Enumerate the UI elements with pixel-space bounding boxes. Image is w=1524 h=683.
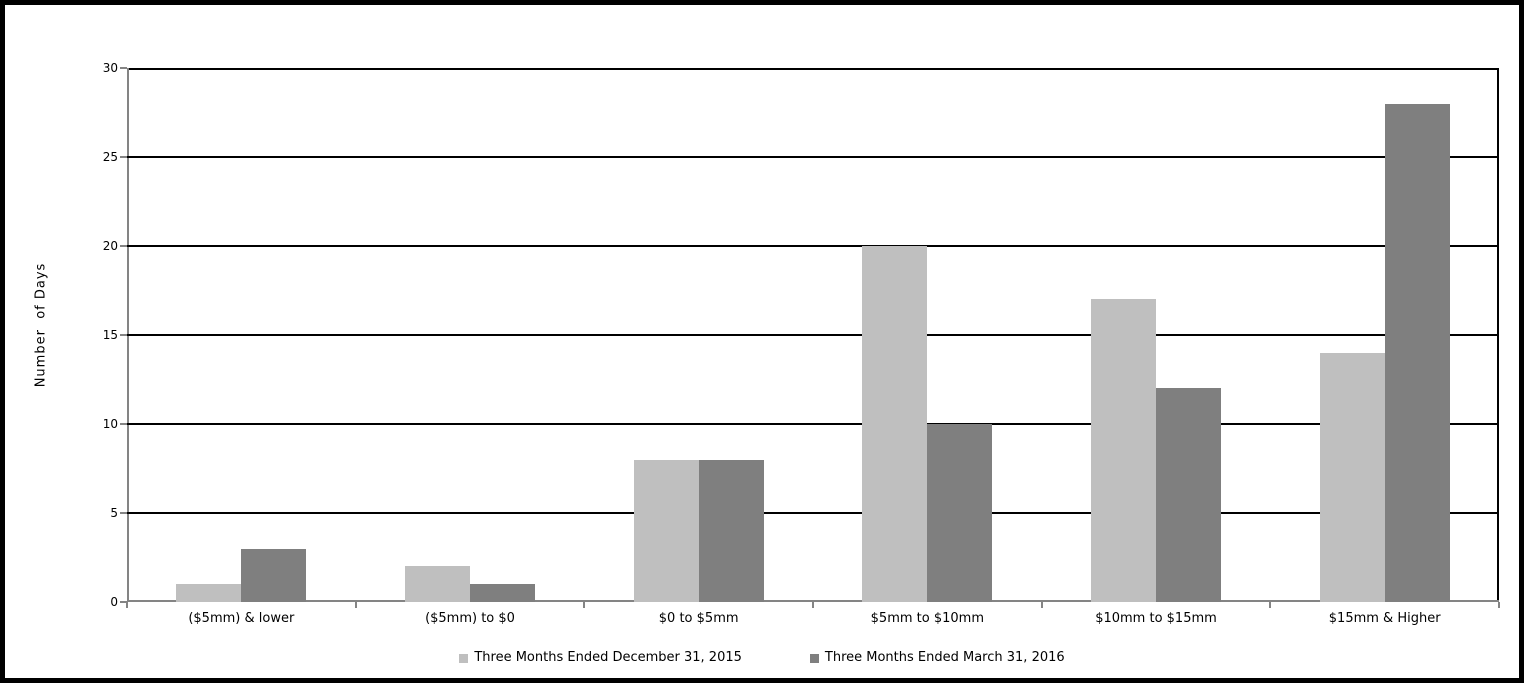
category-label: $15mm & Higher [1328,611,1441,626]
bar-series-1-cat-6 [1319,352,1385,602]
y-tick-label: 0 [110,595,118,609]
y-axis-tick [120,156,127,158]
legend-swatch-icon [459,653,469,663]
y-axis-tick [120,423,127,425]
bar-series-2-cat-1 [241,548,307,602]
y-tick-label: 10 [102,417,118,431]
x-axis-tick [1498,602,1500,608]
legend-swatch-icon [809,653,819,663]
gridline [127,156,1499,158]
y-axis-tick [120,67,127,69]
y-axis-title: Number of Days [33,262,49,388]
legend-label: Three Months Ended March 31, 2016 [824,650,1065,665]
plot-area [127,68,1499,602]
category-label: $0 to $5mm [658,611,739,626]
category-label: ($5mm) & lower [188,611,295,626]
x-axis-tick [1269,602,1272,608]
category-label: $10mm to $15mm [1095,611,1217,626]
bar-series-2-cat-4 [927,424,993,602]
x-axis-tick [354,602,357,608]
y-axis-tick [120,334,127,336]
legend-item-1: Three Months Ended December 31, 2015 [459,650,742,666]
category-label: $5mm to $10mm [870,611,984,626]
bar-series-1-cat-3 [633,459,699,602]
y-tick-label: 15 [102,328,118,342]
y-axis-tick [120,601,127,603]
legend-item-2: Three Months Ended March 31, 2016 [809,650,1065,666]
y-tick-label: 25 [102,150,118,164]
x-axis-tick [126,602,128,608]
y-axis-tick [120,512,127,514]
category-label: ($5mm) to $0 [425,611,515,626]
bar-series-2-cat-2 [470,584,535,602]
gridline [127,512,1499,514]
bar-series-2-cat-5 [1156,388,1221,602]
x-axis-line [127,600,1499,602]
bar-series-1-cat-4 [862,246,928,602]
legend-label: Three Months Ended December 31, 2015 [474,650,742,665]
y-axis-tick [120,245,127,247]
x-axis-tick [812,602,814,608]
y-tick-label: 20 [102,239,118,253]
plot-top-border [127,68,1499,70]
bar-series-2-cat-3 [698,459,764,602]
y-tick-label: 30 [102,61,118,75]
x-axis-tick [1040,602,1043,608]
gridline [127,423,1499,425]
gridline [127,334,1499,336]
bar-series-1-cat-1 [176,584,242,602]
legend: Three Months Ended December 31, 2015 Thre… [5,650,1519,666]
y-tick-label: 5 [110,506,118,520]
gridline [127,245,1499,247]
bar-series-1-cat-2 [405,566,470,602]
bar-series-1-cat-5 [1091,299,1156,602]
x-axis-tick [583,602,586,608]
bar-series-2-cat-6 [1384,103,1450,602]
